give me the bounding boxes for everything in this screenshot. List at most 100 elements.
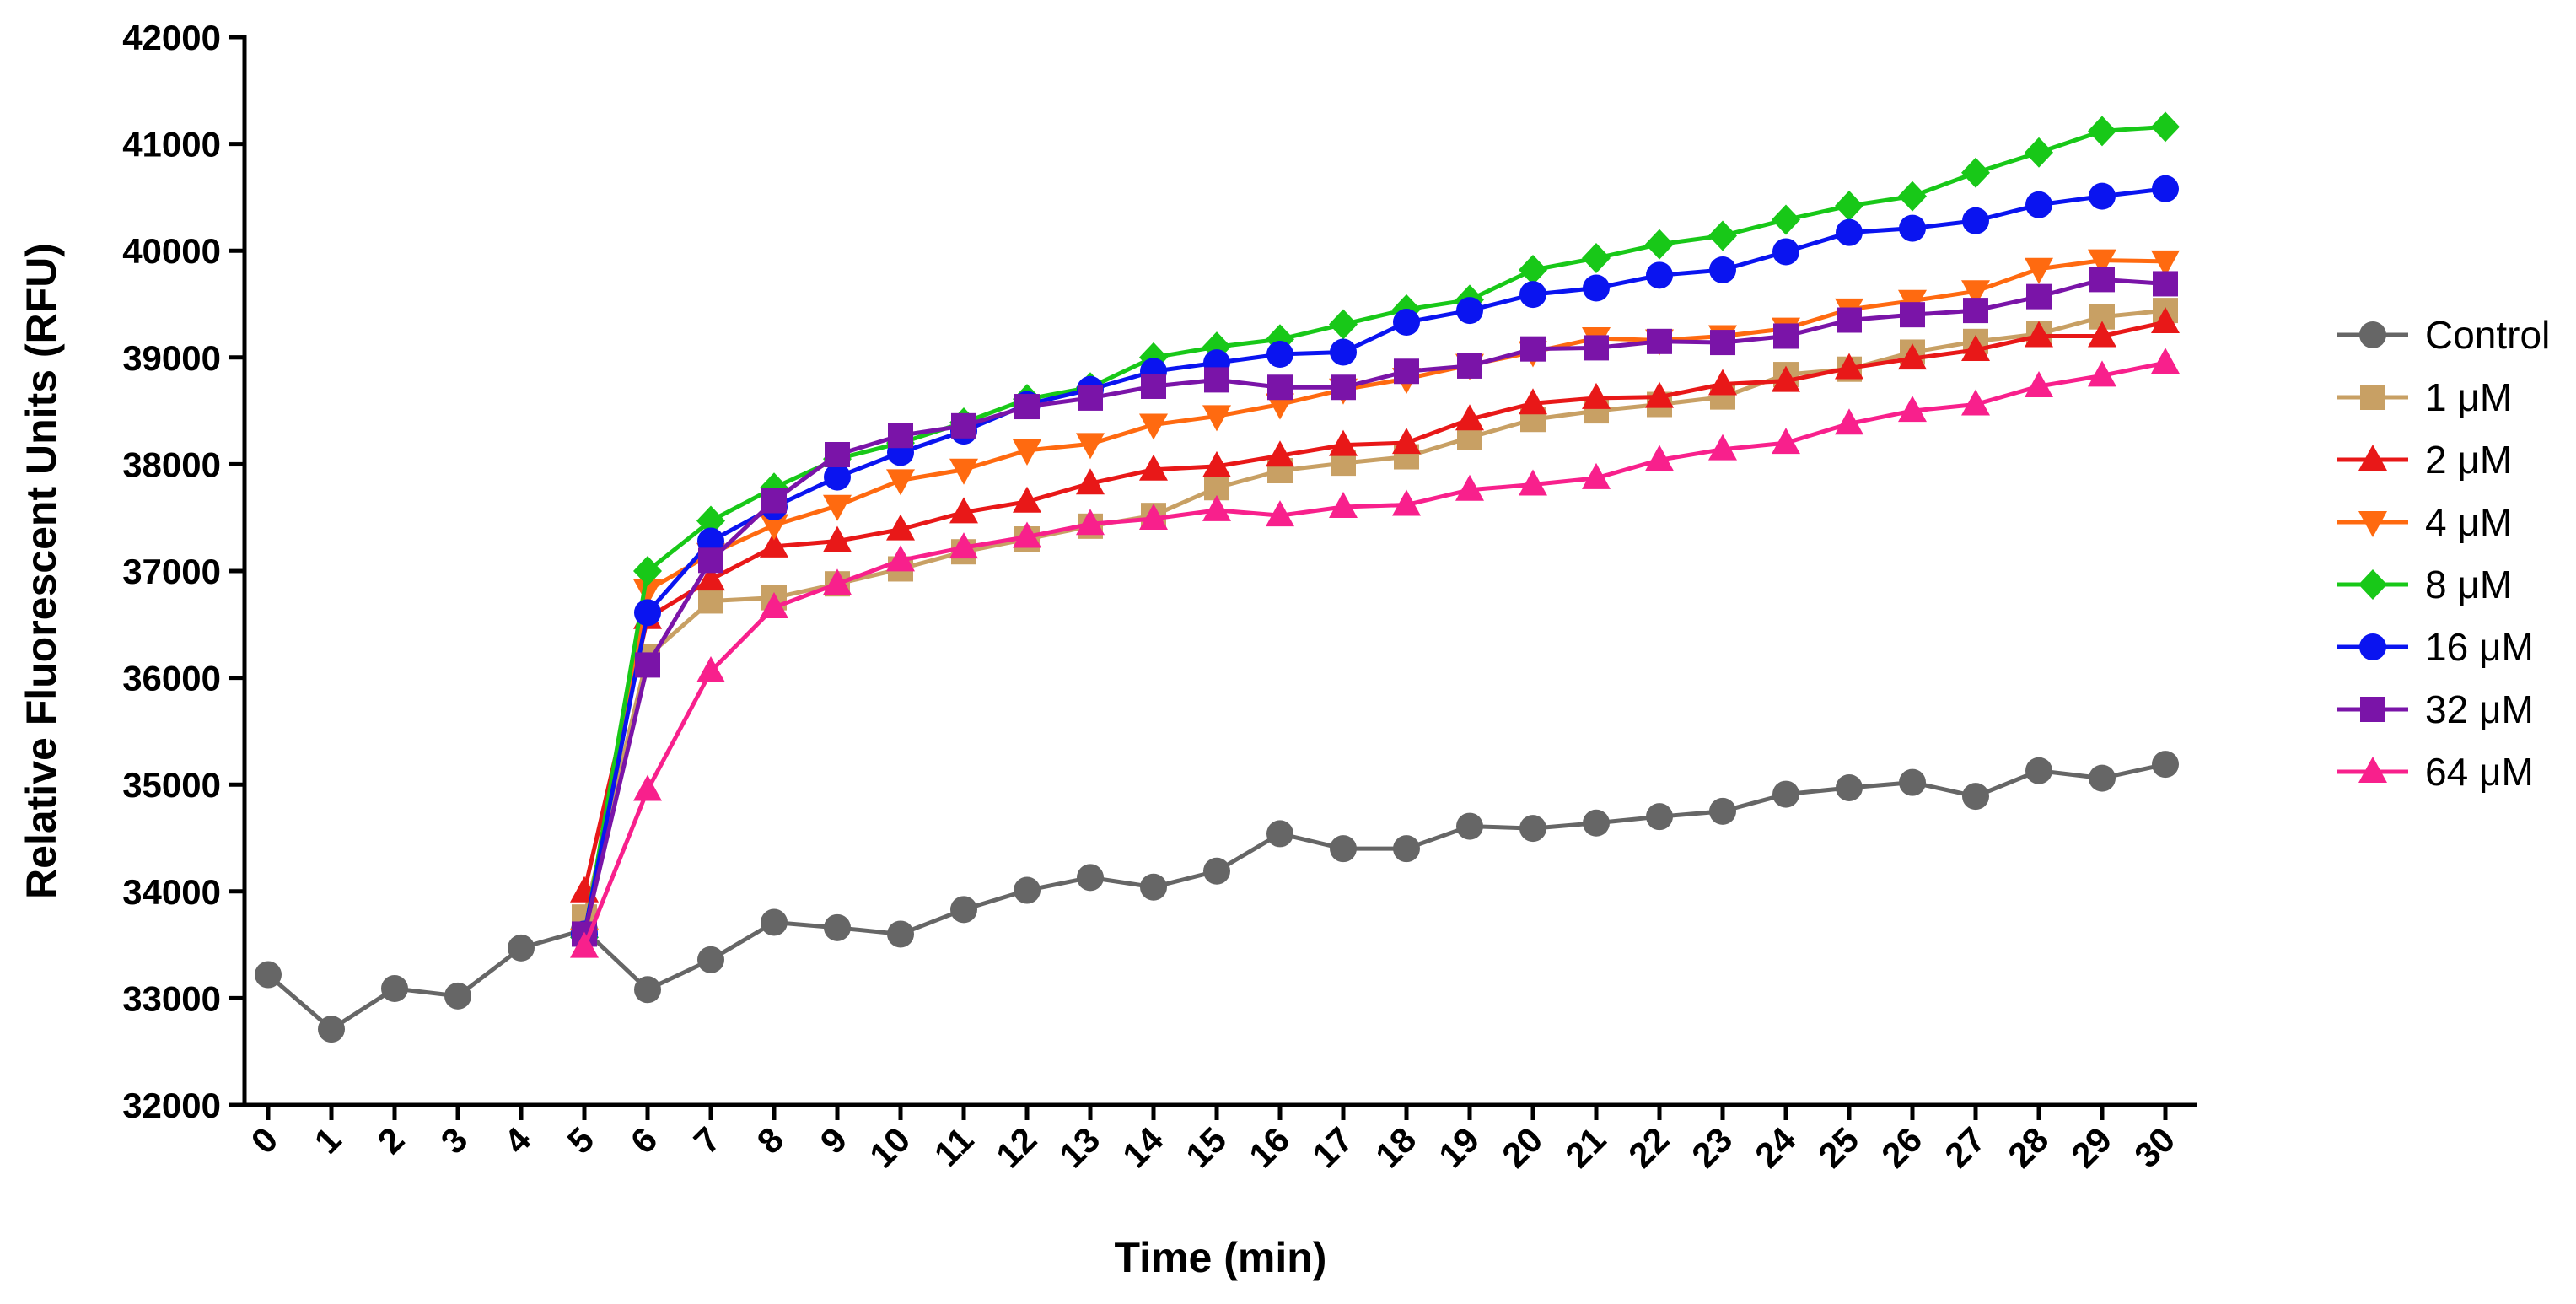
data-point-control bbox=[1203, 857, 1230, 885]
x-tick-label: 6 bbox=[623, 1119, 665, 1161]
legend-label: 64 μM bbox=[2425, 750, 2534, 794]
data-point-control bbox=[2025, 757, 2052, 784]
data-point-32-um bbox=[2089, 267, 2115, 293]
data-point-32-um bbox=[1773, 323, 1799, 349]
data-point-control bbox=[1330, 835, 1357, 863]
legend-label: 32 μM bbox=[2425, 687, 2534, 731]
data-point-32-um bbox=[888, 423, 913, 449]
series-line-1-um bbox=[582, 308, 2166, 918]
data-point-64-um bbox=[570, 931, 599, 958]
data-point-64-um bbox=[1455, 474, 1484, 501]
x-tick-label: 23 bbox=[1684, 1119, 1740, 1175]
data-point-control bbox=[2089, 764, 2116, 792]
legend-item-4-um: 4 μM bbox=[2337, 500, 2512, 544]
x-tick-label: 14 bbox=[1115, 1119, 1171, 1176]
data-point-control bbox=[1646, 803, 1673, 831]
data-point-control bbox=[950, 896, 977, 924]
data-point-2-um bbox=[2151, 307, 2180, 334]
legend-marker bbox=[2358, 445, 2387, 471]
data-point-32-um bbox=[951, 412, 976, 439]
x-tick-label: 9 bbox=[813, 1119, 855, 1161]
data-point-control bbox=[824, 913, 851, 941]
data-point-64-um bbox=[1266, 500, 1294, 527]
x-tick-label: 17 bbox=[1304, 1119, 1360, 1175]
data-point-16-um bbox=[1519, 281, 1546, 309]
data-point-2-um bbox=[1961, 334, 1990, 361]
y-tick-label: 35000 bbox=[122, 765, 221, 805]
data-point-control bbox=[255, 961, 282, 989]
data-point-32-um bbox=[761, 488, 787, 514]
data-point-4-um bbox=[1013, 439, 1041, 466]
x-tick-label: 7 bbox=[686, 1119, 729, 1161]
y-tick-label: 38000 bbox=[122, 445, 221, 484]
data-point-2-um bbox=[1202, 450, 1231, 477]
data-point-64-um bbox=[949, 532, 978, 559]
data-point-32-um bbox=[1078, 385, 1103, 411]
data-point-32-um bbox=[1837, 307, 1862, 333]
data-point-control bbox=[1077, 864, 1104, 892]
data-point-control bbox=[761, 908, 788, 936]
x-tick-label: 19 bbox=[1431, 1119, 1487, 1175]
data-point-8-um bbox=[696, 505, 725, 536]
legend-label: 16 μM bbox=[2425, 625, 2534, 669]
data-point-control bbox=[887, 920, 914, 948]
data-point-control bbox=[2152, 751, 2179, 779]
legend-marker bbox=[2358, 511, 2387, 537]
x-tick-label: 16 bbox=[1241, 1119, 1297, 1175]
data-point-4-um bbox=[1139, 413, 1168, 440]
data-point-32-um bbox=[1963, 298, 1988, 324]
x-tick-label: 27 bbox=[1937, 1119, 1993, 1175]
data-point-2-um bbox=[1835, 353, 1863, 380]
series-line-4-um bbox=[582, 258, 2166, 940]
data-point-2-um bbox=[2025, 321, 2053, 348]
legend-marker bbox=[2358, 757, 2387, 783]
data-point-4-um bbox=[886, 469, 915, 496]
data-point-32-um bbox=[1520, 336, 1546, 362]
data-point-64-um bbox=[823, 568, 852, 595]
data-point-2-um bbox=[1645, 381, 1674, 408]
legend-item-2-um: 2 μM bbox=[2337, 438, 2512, 482]
x-tick-label: 0 bbox=[244, 1119, 286, 1161]
data-point-2-um bbox=[1266, 440, 1294, 467]
data-point-16-um bbox=[1836, 218, 1863, 246]
data-point-control bbox=[1014, 876, 1041, 904]
x-tick-label: 20 bbox=[1494, 1119, 1550, 1175]
data-point-32-um bbox=[1331, 374, 1356, 401]
y-tick-label: 41000 bbox=[122, 125, 221, 164]
data-point-16-um bbox=[1456, 297, 1483, 325]
data-point-control bbox=[508, 934, 535, 962]
series-control bbox=[255, 751, 2179, 1043]
data-point-2-um bbox=[1013, 486, 1041, 513]
y-tick-label: 32000 bbox=[122, 1086, 221, 1125]
data-point-control bbox=[1266, 820, 1293, 848]
legend-marker bbox=[2359, 633, 2386, 660]
data-point-2-um bbox=[1455, 404, 1484, 431]
y-tick-label: 37000 bbox=[122, 552, 221, 591]
data-point-8-um bbox=[1708, 220, 1737, 251]
data-point-control bbox=[1456, 812, 1483, 840]
series-32-um bbox=[572, 267, 2178, 947]
series-line-64-um bbox=[582, 360, 2166, 948]
legend-label: 8 μM bbox=[2425, 563, 2512, 606]
series-line-2-um bbox=[582, 320, 2166, 892]
data-point-4-um bbox=[2088, 249, 2116, 276]
data-point-16-um bbox=[824, 463, 851, 491]
legend-label: Control bbox=[2425, 313, 2550, 357]
data-point-control bbox=[444, 982, 471, 1010]
data-point-2-um bbox=[1708, 369, 1737, 396]
data-point-64-um bbox=[2151, 348, 2180, 374]
legend-item-1-um: 1 μM bbox=[2337, 375, 2512, 419]
data-point-2-um bbox=[1898, 343, 1927, 370]
data-point-4-um bbox=[1266, 393, 1294, 420]
data-point-64-um bbox=[760, 592, 788, 619]
data-point-64-um bbox=[696, 656, 725, 683]
series-line-control bbox=[266, 762, 2166, 1032]
data-point-1-um bbox=[698, 588, 723, 614]
data-point-32-um bbox=[1204, 367, 1229, 393]
data-point-32-um bbox=[635, 652, 660, 678]
data-point-8-um bbox=[1519, 254, 1547, 285]
data-point-16-um bbox=[2025, 191, 2052, 218]
data-point-64-um bbox=[1519, 469, 1547, 496]
y-tick-label: 33000 bbox=[122, 978, 221, 1018]
data-point-32-um bbox=[1900, 302, 1925, 328]
